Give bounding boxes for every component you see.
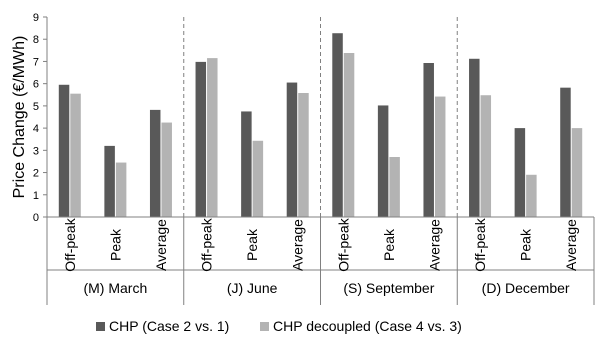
bar-s1-9	[480, 95, 492, 217]
category-label-10: Peak	[518, 228, 534, 261]
bar-s1-11	[571, 128, 583, 217]
y-tick-label-4: 4	[33, 123, 39, 135]
y-tick-label-9: 9	[33, 12, 39, 24]
bar-s0-11	[560, 87, 571, 218]
y-tick-label-2: 2	[33, 168, 39, 180]
bar-s0-1	[104, 145, 115, 217]
group-label-0: (M) March	[83, 280, 147, 296]
y-tick-label-1: 1	[33, 190, 39, 202]
legend-swatch-1	[260, 322, 269, 331]
bar-s0-5	[286, 82, 298, 217]
group-label-3: (D) December	[482, 280, 570, 296]
y-tick-label-5: 5	[33, 101, 39, 113]
category-label-5: Average	[290, 219, 306, 271]
bar-s1-0	[70, 93, 81, 217]
category-label-7: Peak	[381, 228, 397, 261]
category-label-1: Peak	[107, 228, 123, 261]
y-tick-label-0: 0	[33, 212, 39, 224]
x-axis: (M) March Off-peak Peak Average (J) June Off-…	[46, 216, 595, 305]
bar-s1-2	[161, 122, 172, 217]
y-axis: 0 1 2 3 4 5 6 7 8 9	[33, 12, 48, 224]
group-label-2: (S) September	[343, 280, 434, 296]
legend: CHP (Case 2 vs. 1) CHP decoupled (Case 4 …	[96, 318, 462, 334]
legend-label-1: CHP decoupled (Case 4 vs. 3)	[273, 318, 462, 334]
bar-s1-10	[526, 174, 537, 217]
bar-s0-0	[58, 84, 70, 218]
bar-s0-6	[332, 33, 343, 217]
category-label-2: Average	[153, 219, 169, 271]
bar-s0-10	[514, 128, 526, 217]
bar-s0-8	[423, 63, 434, 217]
legend-swatch-0	[96, 322, 105, 331]
bar-s1-8	[434, 96, 446, 217]
category-label-0: Off-peak	[62, 217, 78, 271]
y-tick-label-8: 8	[33, 34, 39, 46]
bar-s1-5	[298, 93, 309, 217]
category-label-6: Off-peak	[335, 217, 351, 271]
bar-s0-2	[149, 109, 161, 217]
legend-label-0: CHP (Case 2 vs. 1)	[109, 318, 229, 334]
category-label-9: Off-peak	[472, 217, 488, 271]
category-label-3: Off-peak	[199, 217, 215, 271]
bar-s0-7	[377, 105, 389, 217]
category-label-8: Average	[426, 219, 442, 271]
group-label-1: (J) June	[227, 280, 278, 296]
y-tick-label-3: 3	[33, 145, 39, 157]
category-label-11: Average	[563, 219, 579, 271]
group-dividers	[183, 17, 458, 217]
y-axis-title: Price Change (€/MWh)	[11, 36, 28, 199]
bar-s1-7	[389, 157, 400, 217]
bar-s1-3	[207, 58, 218, 217]
category-label-4: Peak	[244, 228, 260, 261]
y-tick-label-6: 6	[33, 79, 39, 91]
bar-s0-4	[241, 111, 252, 217]
bar-s1-1	[115, 162, 127, 217]
bar-s1-4	[252, 140, 264, 217]
bar-s1-6	[343, 53, 355, 217]
y-tick-label-7: 7	[33, 56, 39, 68]
bars	[58, 33, 583, 218]
bar-s0-9	[469, 58, 480, 218]
bar-s0-3	[195, 61, 207, 218]
